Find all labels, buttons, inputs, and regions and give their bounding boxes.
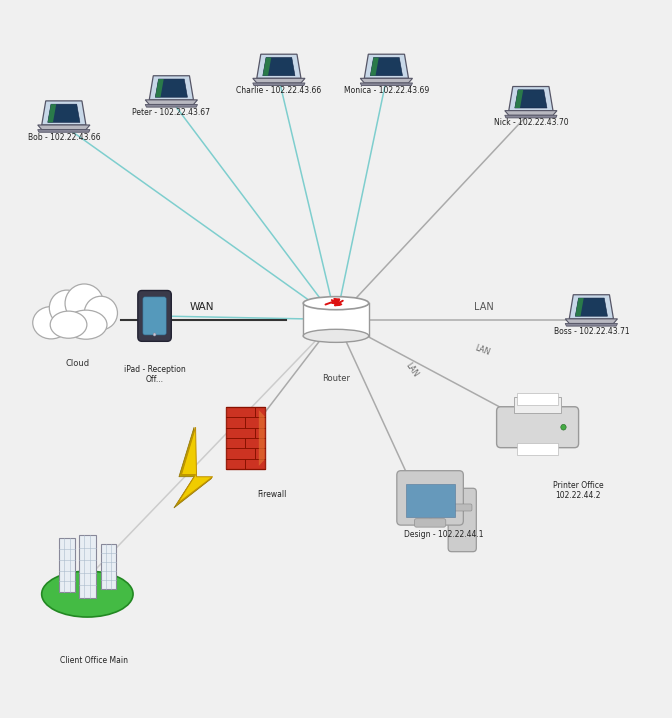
Text: WAN: WAN: [190, 302, 214, 312]
Text: Nick - 102.22.43.70: Nick - 102.22.43.70: [493, 118, 569, 128]
FancyBboxPatch shape: [415, 518, 446, 527]
Text: Peter - 102.22.43.67: Peter - 102.22.43.67: [132, 108, 210, 117]
Polygon shape: [257, 55, 301, 78]
FancyBboxPatch shape: [303, 303, 369, 336]
Polygon shape: [360, 78, 413, 83]
Polygon shape: [364, 55, 409, 78]
FancyBboxPatch shape: [59, 538, 75, 592]
Text: Client Office Main: Client Office Main: [60, 656, 128, 665]
FancyBboxPatch shape: [517, 393, 558, 405]
Ellipse shape: [50, 311, 87, 338]
Text: LAN: LAN: [403, 361, 419, 379]
Polygon shape: [48, 104, 56, 122]
Text: Design - 102.22.44.1: Design - 102.22.44.1: [404, 530, 483, 539]
Polygon shape: [42, 101, 86, 125]
Text: Boss - 102.22.43.71: Boss - 102.22.43.71: [554, 327, 629, 336]
Polygon shape: [259, 410, 265, 466]
Polygon shape: [38, 130, 90, 132]
Polygon shape: [145, 105, 198, 107]
Ellipse shape: [303, 297, 369, 309]
Text: LAN: LAN: [474, 302, 493, 312]
Text: Router: Router: [322, 373, 350, 383]
Text: iPad - Reception
Off...: iPad - Reception Off...: [124, 365, 185, 384]
FancyBboxPatch shape: [517, 443, 558, 454]
Ellipse shape: [49, 290, 84, 326]
Polygon shape: [149, 76, 194, 100]
Polygon shape: [38, 125, 90, 130]
Ellipse shape: [65, 310, 107, 339]
Polygon shape: [575, 298, 607, 316]
Polygon shape: [505, 116, 557, 118]
FancyBboxPatch shape: [226, 407, 265, 469]
Polygon shape: [155, 79, 164, 97]
FancyBboxPatch shape: [101, 544, 116, 589]
Polygon shape: [569, 294, 614, 319]
Polygon shape: [515, 90, 547, 108]
FancyBboxPatch shape: [514, 396, 561, 413]
FancyBboxPatch shape: [497, 406, 579, 448]
FancyBboxPatch shape: [396, 471, 464, 525]
Polygon shape: [370, 57, 379, 75]
Polygon shape: [253, 83, 305, 85]
Text: Firewall: Firewall: [257, 490, 287, 499]
Polygon shape: [48, 104, 80, 122]
FancyBboxPatch shape: [79, 535, 96, 598]
Text: Printer Office
102.22.44.2: Printer Office 102.22.44.2: [552, 481, 603, 500]
Ellipse shape: [42, 571, 133, 617]
Circle shape: [153, 333, 156, 336]
Polygon shape: [145, 100, 198, 105]
Polygon shape: [509, 87, 553, 111]
Text: Cloud: Cloud: [65, 359, 89, 368]
Text: Monica - 102.22.43.69: Monica - 102.22.43.69: [344, 86, 429, 95]
Ellipse shape: [65, 284, 103, 323]
Polygon shape: [263, 57, 295, 75]
Polygon shape: [505, 111, 557, 116]
Text: LAN: LAN: [474, 344, 491, 358]
Polygon shape: [155, 79, 187, 97]
Ellipse shape: [84, 297, 118, 330]
Polygon shape: [360, 83, 413, 85]
FancyBboxPatch shape: [405, 484, 455, 517]
Ellipse shape: [303, 330, 369, 342]
Text: Bob - 102.22.43.66: Bob - 102.22.43.66: [28, 133, 100, 142]
FancyBboxPatch shape: [448, 488, 476, 551]
Polygon shape: [263, 57, 271, 75]
Polygon shape: [515, 90, 523, 108]
Text: Charlie - 102.22.43.66: Charlie - 102.22.43.66: [237, 86, 321, 95]
Ellipse shape: [33, 307, 69, 339]
Polygon shape: [575, 298, 584, 316]
FancyBboxPatch shape: [138, 291, 171, 341]
Polygon shape: [253, 78, 305, 83]
Circle shape: [560, 424, 566, 430]
Polygon shape: [174, 427, 212, 508]
Polygon shape: [565, 319, 618, 324]
Polygon shape: [565, 324, 618, 326]
FancyBboxPatch shape: [143, 297, 166, 335]
FancyBboxPatch shape: [452, 504, 472, 511]
Polygon shape: [370, 57, 403, 75]
Polygon shape: [177, 427, 212, 504]
